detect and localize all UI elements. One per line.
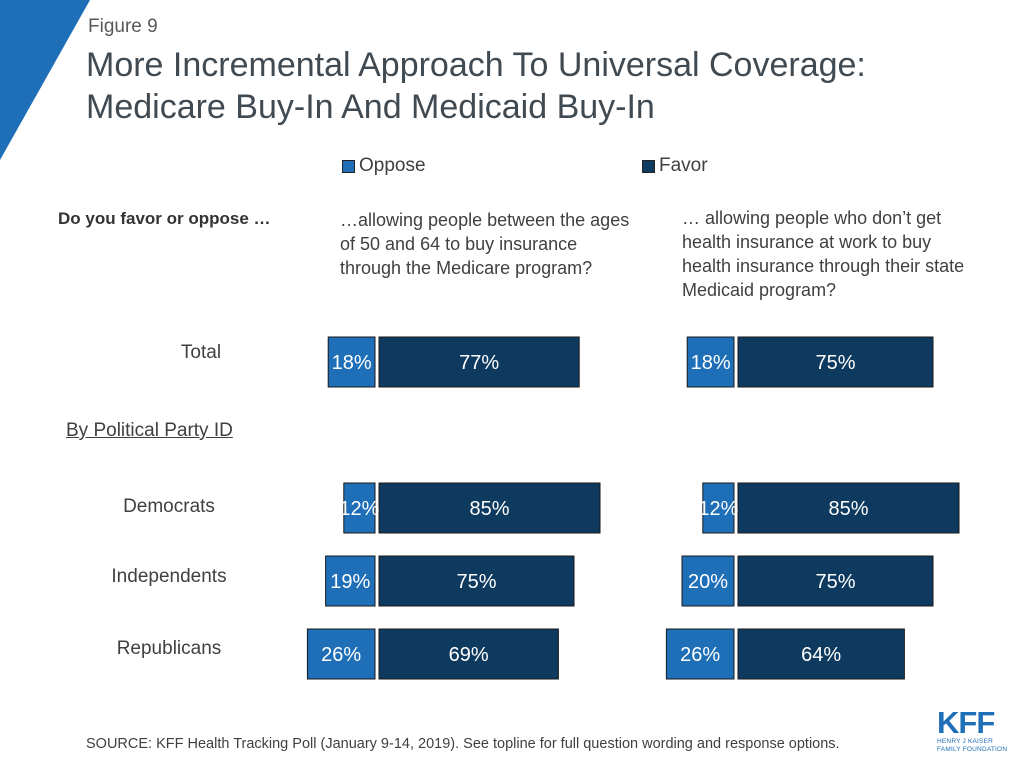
panel1-democrats-favor-label: 85% [469,498,509,520]
panel2-independents-favor-label: 75% [815,571,855,593]
question-medicaid: … allowing people who don’t get health i… [682,208,965,300]
question-medicare: …allowing people between the ages of 50 … [340,210,630,278]
panel1-independents-favor-bar [378,555,575,607]
question-prompt: Do you favor or oppose … [58,209,271,228]
legend-oppose-label: Oppose [359,155,426,176]
panel2-republicans-oppose-label: 26% [680,644,720,666]
row-label-democrats: Democrats [123,496,215,517]
panel2-democrats-oppose-bar [702,482,735,534]
logo-sub-2: FAMILY FOUNDATION [937,746,1008,753]
panel1-republicans-favor-bar [378,628,559,680]
panel1-total-favor-bar [378,336,580,388]
row-label-total: Total [180,342,222,363]
legend-favor-label: Favor [659,155,708,176]
panel1-democrats-favor-bar [378,482,601,534]
panel1-total-oppose-label: 18% [332,352,372,374]
panel2-independents-oppose-bar [681,555,735,607]
panel1-republicans-oppose-bar [306,628,376,680]
panel1-independents-oppose-label: 19% [330,571,370,593]
legend-oppose-swatch [342,159,355,173]
panel2-total-oppose-bar [686,336,735,388]
panel2-democrats-favor-label: 85% [828,498,868,520]
legend-favor: Favor [642,155,708,177]
chart-title: More Incremental Approach To Universal C… [86,44,986,128]
panel1-total-favor-label: 77% [459,352,499,374]
panel1-independents-oppose-bar [325,555,376,607]
panel2-total-favor-label: 75% [815,352,855,374]
kff-logo: KFF HENRY J KAISER FAMILY FOUNDATION [937,705,1009,754]
legend-favor-swatch [642,159,655,173]
title-line-2: Medicare Buy-In And Medicaid Buy-In [86,88,655,126]
panel2-republicans-favor-label: 64% [801,644,841,666]
panel1-independents-favor-label: 75% [456,571,496,593]
figure-label: Figure 9 [88,16,158,37]
corner-accent [0,0,90,160]
panel1-republicans-oppose-label: 26% [321,644,361,666]
panel2-total-favor-bar [737,336,934,388]
panel2-independents-favor-bar [737,555,934,607]
panel2-democrats-favor-bar [737,482,960,534]
panel2-republicans-oppose-bar [665,628,735,680]
legend-oppose: Oppose [342,155,426,177]
title-line-1: More Incremental Approach To Universal C… [86,46,866,84]
panel1-total-oppose-bar [327,336,376,388]
logo-sub-1: HENRY J KAISER [937,738,994,745]
panel2-independents-oppose-label: 20% [688,571,728,593]
party-section-label: By Political Party ID [66,420,233,441]
panel2-total-oppose-label: 18% [691,352,731,374]
logo-mark: KFF [937,705,995,740]
row-label-independents: Independents [111,566,227,587]
panel1-republicans-favor-label: 69% [449,644,489,666]
panel2-republicans-favor-bar [737,628,905,680]
panel1-democrats-oppose-label: 12% [339,498,379,520]
row-label-republicans: Republicans [116,638,222,659]
panel2-democrats-oppose-label: 12% [698,498,738,520]
panel1-democrats-oppose-bar [343,482,376,534]
source-note: SOURCE: KFF Health Tracking Poll (Januar… [86,736,840,752]
